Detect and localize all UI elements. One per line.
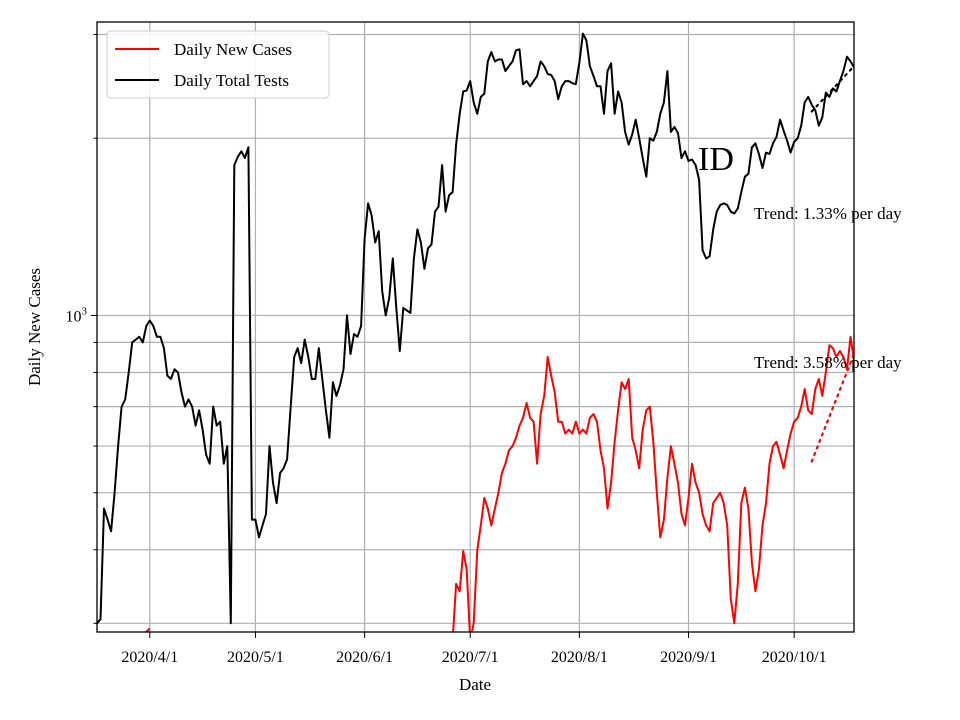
x-tick-label: 2020/8/1 (551, 649, 608, 666)
grid (97, 22, 854, 632)
region-label: ID (698, 141, 734, 178)
series-line-daily-new-cases (145, 627, 151, 632)
y-axis-title: Daily New Cases (25, 268, 44, 386)
trend-line-daily-new-cases (810, 352, 854, 463)
legend: Daily New Cases Daily Total Tests (106, 30, 330, 99)
x-tick-label: 2020/4/1 (121, 649, 178, 666)
legend-label-daily-total-tests: Daily Total Tests (174, 71, 289, 90)
trend-label-cases: Trend: 3.58% per day (754, 353, 902, 372)
x-tick-label: 2020/9/1 (660, 649, 717, 666)
x-tick-label: 2020/7/1 (442, 649, 499, 666)
plot-frame (96, 21, 855, 633)
x-tick-label: 2020/10/1 (762, 649, 827, 666)
legend-label-daily-new-cases: Daily New Cases (174, 40, 292, 59)
trend-line-daily-total-tests (810, 65, 854, 113)
x-tick-label: 2020/6/1 (336, 649, 393, 666)
x-tick-label: 2020/5/1 (227, 649, 284, 666)
ticks: 103 2020/4/1 2020/5/1 2020/6/1 2020/7/1 2020/… (66, 33, 827, 666)
y-tick-label: 103 (66, 305, 88, 325)
trend-label-tests: Trend: 1.33% per day (754, 204, 902, 223)
trend-layer (810, 65, 854, 463)
series-line-daily-total-tests (97, 32, 854, 625)
x-axis-title: Date (459, 675, 491, 694)
series-layer (97, 32, 854, 632)
series-line-daily-new-cases (452, 335, 854, 632)
legend-box (106, 30, 330, 99)
